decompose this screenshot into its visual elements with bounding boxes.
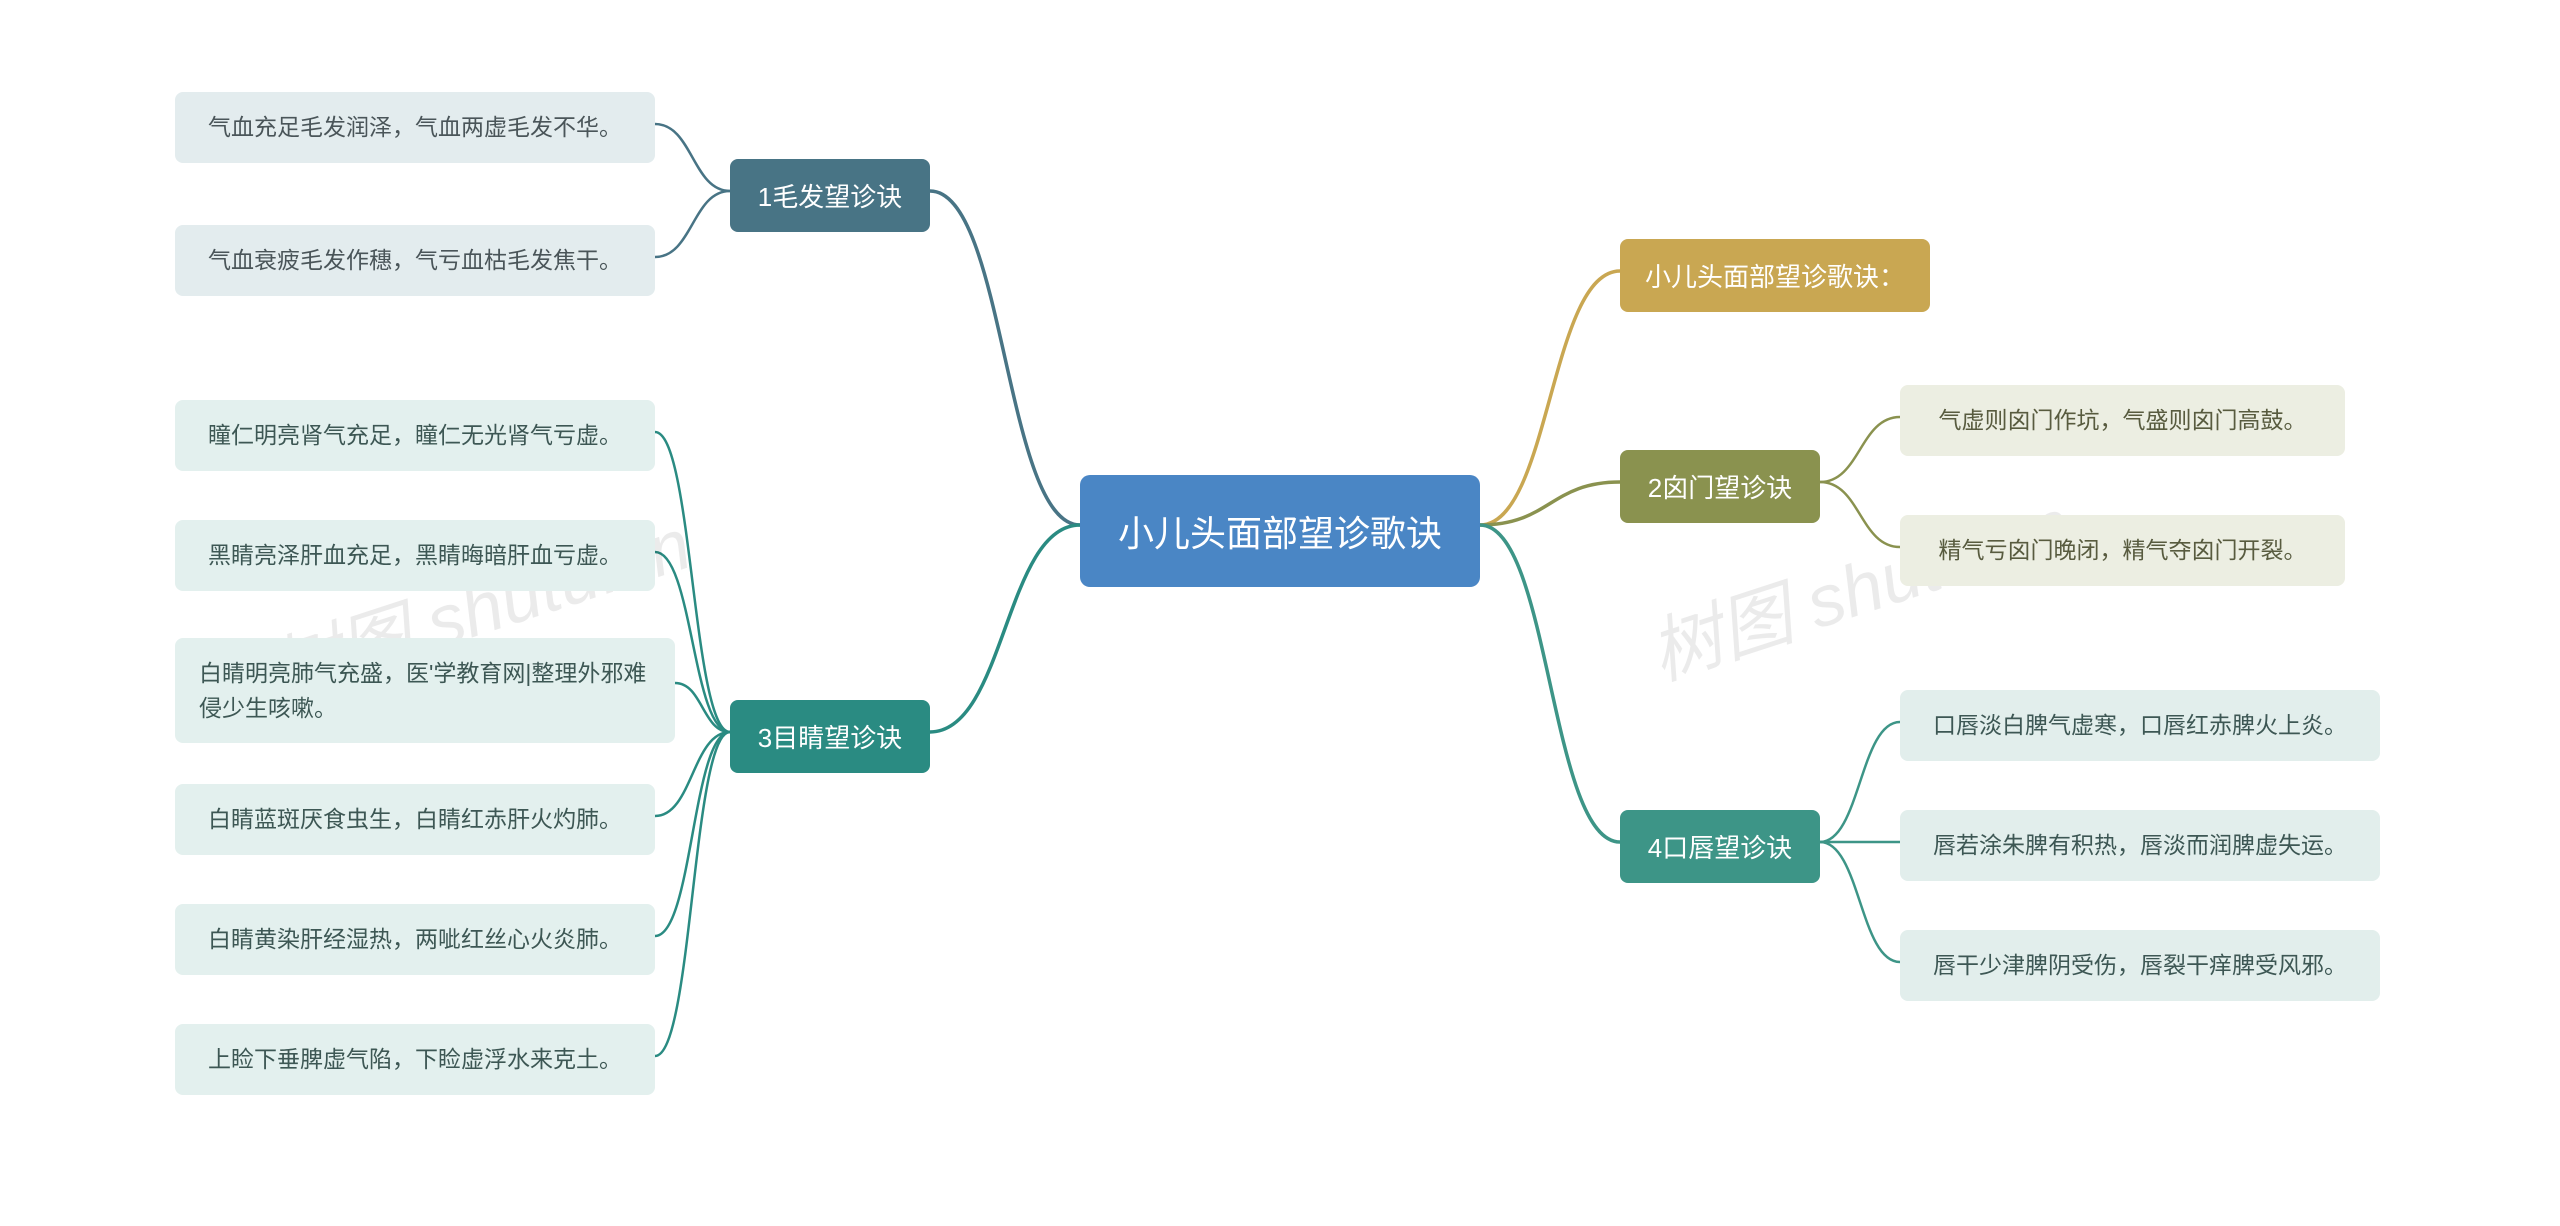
- left-leaf-1-5: 上睑下垂脾虚气陷，下睑虚浮水来克土。: [175, 1024, 655, 1095]
- left-branch-1: 3目睛望诊诀: [730, 700, 930, 773]
- right-leaf-2-2: 唇干少津脾阴受伤，唇裂干痒脾受风邪。: [1900, 930, 2380, 1001]
- left-leaf-1-4: 白睛黄染肝经湿热，两呲红丝心火炎肺。: [175, 904, 655, 975]
- right-branch-0: 小儿头面部望诊歌诀：: [1620, 239, 1930, 312]
- center-node: 小儿头面部望诊歌诀: [1080, 475, 1480, 587]
- right-branch-2: 4口唇望诊诀: [1620, 810, 1820, 883]
- right-branch-1: 2囟门望诊诀: [1620, 450, 1820, 523]
- left-leaf-0-1: 气血衰疲毛发作穗，气亏血枯毛发焦干。: [175, 225, 655, 296]
- left-leaf-1-3: 白睛蓝斑厌食虫生，白睛红赤肝火灼肺。: [175, 784, 655, 855]
- right-leaf-1-1: 精气亏囟门晚闭，精气夺囟门开裂。: [1900, 515, 2345, 586]
- left-leaf-1-1: 黑睛亮泽肝血充足，黑睛晦暗肝血亏虚。: [175, 520, 655, 591]
- left-branch-0: 1毛发望诊诀: [730, 159, 930, 232]
- right-leaf-2-0: 口唇淡白脾气虚寒，口唇红赤脾火上炎。: [1900, 690, 2380, 761]
- left-leaf-1-0: 瞳仁明亮肾气充足，瞳仁无光肾气亏虚。: [175, 400, 655, 471]
- left-leaf-1-2: 白睛明亮肺气充盛，医'学教育网|整理外邪难侵少生咳嗽。: [175, 638, 675, 743]
- right-leaf-2-1: 唇若涂朱脾有积热，唇淡而润脾虚失运。: [1900, 810, 2380, 881]
- left-leaf-0-0: 气血充足毛发润泽，气血两虚毛发不华。: [175, 92, 655, 163]
- right-leaf-1-0: 气虚则囟门作坑，气盛则囟门高鼓。: [1900, 385, 2345, 456]
